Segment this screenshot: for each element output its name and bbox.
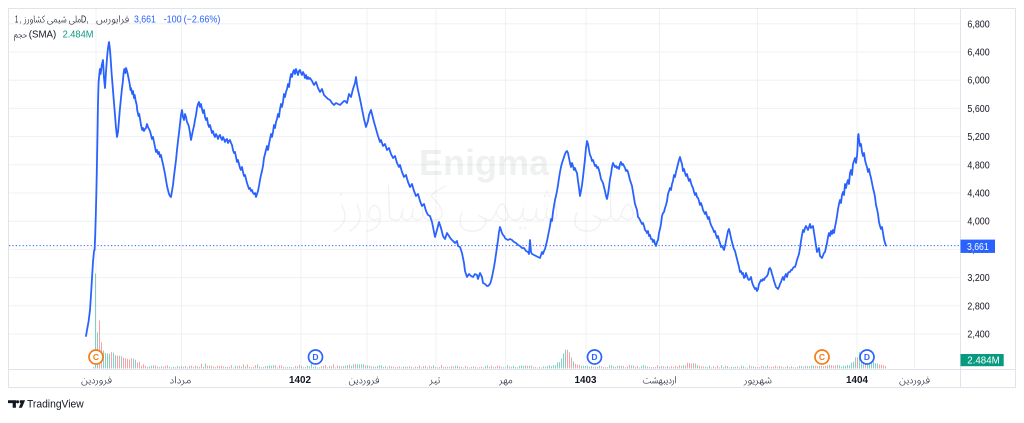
- svg-text:2.484M: 2.484M: [967, 356, 999, 367]
- svg-text:(−2.66%): (−2.66%): [184, 14, 221, 25]
- svg-text:5,600: 5,600: [967, 104, 990, 115]
- svg-text:2,400: 2,400: [967, 330, 990, 341]
- svg-text:1403: 1403: [575, 375, 597, 386]
- svg-text:C: C: [819, 352, 825, 362]
- svg-text:TradingView: TradingView: [27, 398, 84, 410]
- svg-text:D,: D,: [81, 14, 88, 25]
- svg-text:6,800: 6,800: [967, 19, 990, 30]
- svg-text:(SMA): (SMA): [29, 29, 56, 40]
- svg-text:Enigma: Enigma: [419, 142, 550, 183]
- svg-text:4,000: 4,000: [967, 217, 990, 228]
- svg-text:4,800: 4,800: [967, 160, 990, 171]
- svg-text:3,661: 3,661: [967, 242, 989, 253]
- svg-text:3,661: 3,661: [134, 14, 156, 25]
- svg-text:C: C: [93, 352, 99, 362]
- svg-text:D: D: [312, 352, 318, 362]
- svg-text:-100: -100: [164, 14, 182, 25]
- svg-text:1 ,: 1 ,: [15, 14, 21, 25]
- svg-text:6,000: 6,000: [967, 76, 990, 87]
- svg-text:1402: 1402: [289, 375, 311, 386]
- svg-text:5,200: 5,200: [967, 132, 990, 143]
- svg-text:3,200: 3,200: [967, 273, 990, 284]
- svg-text:1404: 1404: [846, 375, 868, 386]
- svg-text:2,800: 2,800: [967, 301, 990, 312]
- svg-text:6,400: 6,400: [967, 48, 990, 59]
- svg-text:4,400: 4,400: [967, 189, 990, 200]
- svg-text:2.484M: 2.484M: [63, 29, 94, 40]
- svg-text:D: D: [591, 352, 597, 362]
- svg-text:D: D: [864, 352, 870, 362]
